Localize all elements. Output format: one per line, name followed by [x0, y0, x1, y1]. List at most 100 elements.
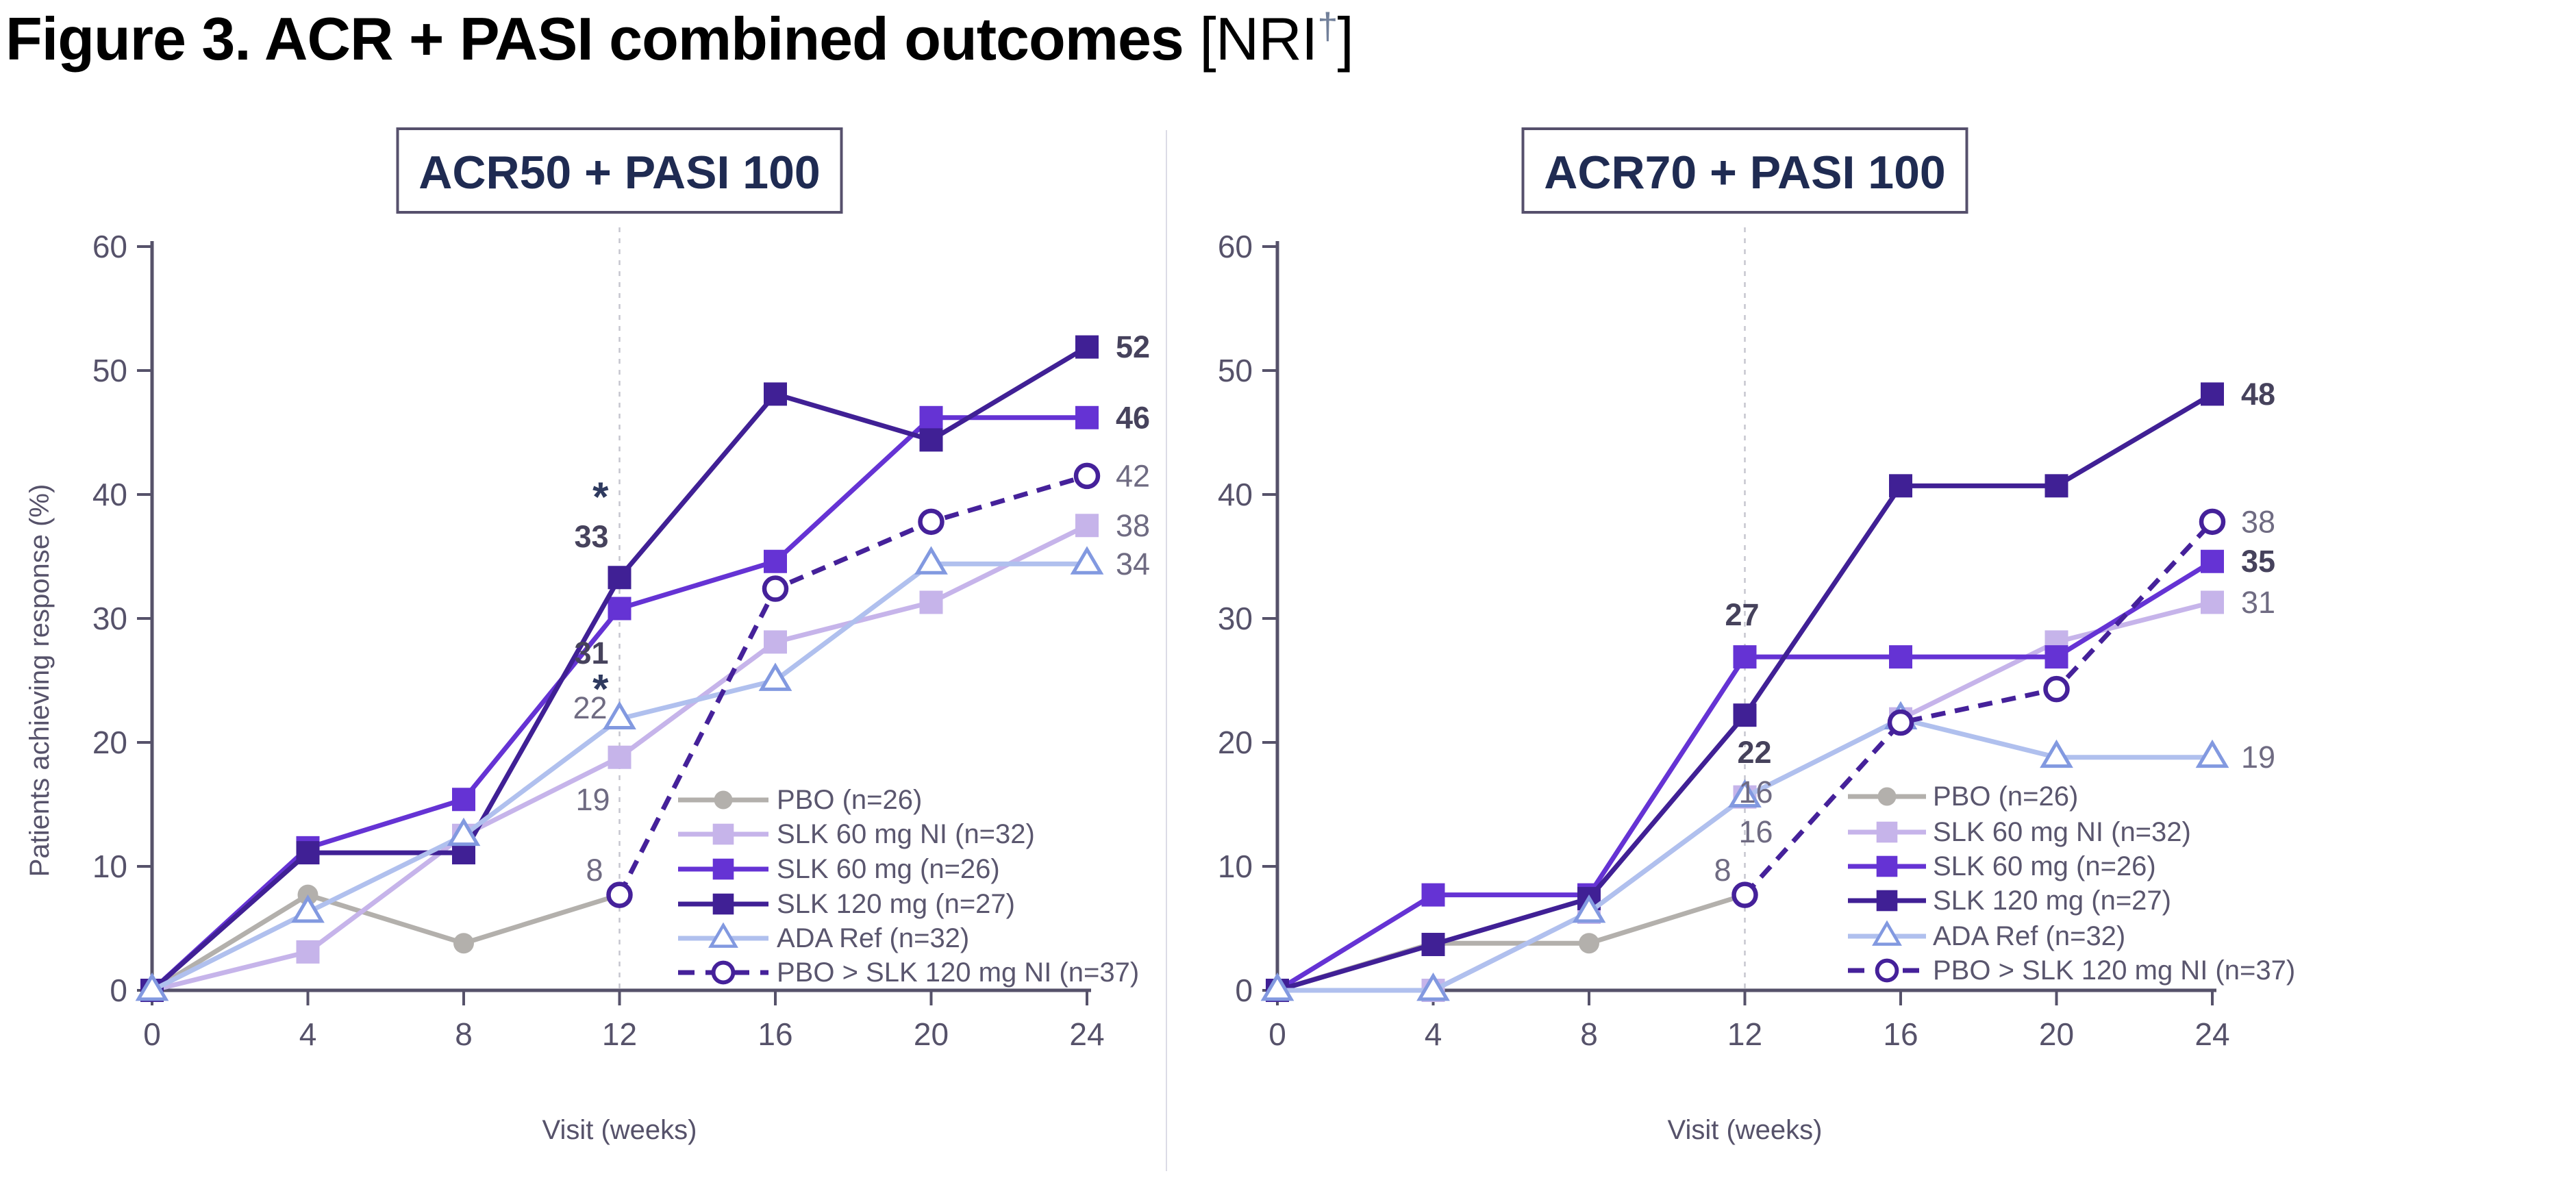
value-label: 19 — [2241, 740, 2275, 775]
significance-asterisk: * — [592, 474, 609, 520]
value-label: 16 — [1738, 814, 1773, 849]
data-point-pbo — [453, 933, 474, 954]
data-point-ada — [758, 662, 792, 691]
legend-marker-open-circle-icon — [1875, 958, 1899, 983]
series-line-pbo — [1276, 892, 1746, 993]
legend-label: SLK 120 mg (n=27) — [777, 889, 1015, 919]
data-point-ada — [914, 546, 948, 575]
series-pbo — [142, 884, 630, 1001]
data-point-pbo_slk120ni — [1887, 709, 1914, 736]
y-tick-label: 30 — [92, 601, 127, 636]
legend-marker-circle-icon — [1877, 787, 1897, 806]
legend-label: PBO (n=26) — [777, 785, 922, 815]
data-point-ada — [603, 701, 636, 730]
y-tick-label: 10 — [92, 849, 127, 884]
data-point-slk60 — [1889, 645, 1912, 669]
data-point-slk120 — [2201, 382, 2224, 406]
chart-title-border — [1521, 127, 1968, 214]
y-tick-label: 60 — [92, 229, 127, 264]
legend-label: SLK 60 mg NI (n=32) — [1933, 817, 2191, 847]
legend-label: SLK 120 mg (n=27) — [1933, 886, 2171, 916]
data-point-slk60ni — [1075, 514, 1099, 538]
data-point-slk120 — [296, 841, 320, 865]
legend-item-pbo: PBO (n=26) — [678, 785, 922, 815]
x-tick-label: 8 — [455, 1016, 473, 1052]
legend-item-slk120: SLK 120 mg (n=27) — [1848, 886, 2171, 916]
legend-label: PBO > SLK 120 mg NI (n=37) — [1933, 955, 2295, 986]
legend-label: ADA Ref (n=32) — [777, 923, 969, 953]
legend-label: PBO (n=26) — [1933, 781, 2078, 812]
data-point-slk120 — [1075, 335, 1099, 359]
significance-asterisk: * — [592, 666, 609, 712]
data-point-ada — [135, 972, 169, 1001]
legend-marker-square-icon — [712, 858, 734, 880]
data-point-ada — [1572, 894, 1606, 923]
data-point-ada — [1728, 779, 1762, 808]
legend-item-slk60ni: SLK 60 mg NI (n=32) — [678, 819, 1035, 849]
legend-label: ADA Ref (n=32) — [1933, 921, 2125, 951]
value-label: 33 — [574, 519, 608, 554]
data-point-slk60 — [919, 405, 943, 429]
series-slk120 — [140, 335, 1099, 1002]
legend-label: PBO > SLK 120 mg NI (n=37) — [777, 957, 1139, 988]
x-tick-label: 4 — [299, 1016, 317, 1052]
value-label: 34 — [1116, 547, 1150, 581]
legend-item-pbo: PBO (n=26) — [1848, 781, 2078, 812]
data-point-pbo_slk120ni — [2199, 508, 2226, 536]
data-point-slk60ni — [764, 630, 787, 654]
data-point-pbo_slk120ni — [606, 881, 633, 908]
value-label: 31 — [574, 636, 608, 671]
series-ada — [1260, 701, 2229, 1001]
y-tick-label: 40 — [1218, 477, 1253, 512]
legend-marker-square-icon — [712, 893, 734, 915]
legend-label: SLK 60 mg (n=26) — [777, 854, 1000, 884]
data-point-slk60 — [608, 597, 632, 621]
data-point-slk60 — [1075, 405, 1099, 429]
legend-item-ada: ADA Ref (n=32) — [678, 922, 969, 953]
figure-title-bracket-open: [NRI — [1183, 5, 1318, 73]
y-tick-label: 20 — [92, 725, 127, 760]
y-tick-label: 0 — [1235, 973, 1253, 1008]
data-point-slk120 — [1733, 703, 1757, 727]
value-label: 42 — [1116, 458, 1150, 493]
legend-item-ada: ADA Ref (n=32) — [1848, 920, 2125, 951]
axes: 0 10 20 30 40 50 60 0 4 8 12 16 20 24 Visit (weeks) Pat… — [25, 229, 1105, 1145]
legend-marker-triangle-icon — [1872, 920, 1902, 946]
legend-marker-triangle-icon — [708, 922, 738, 948]
legend-item-slk120: SLK 120 mg (n=27) — [678, 889, 1015, 919]
x-tick-label: 12 — [602, 1016, 637, 1052]
data-point-pbo_slk120ni — [2043, 675, 2070, 703]
chart-title: ACR50 + PASI 100 — [418, 147, 820, 199]
data-point-slk60 — [2201, 549, 2224, 573]
value-label: 35 — [2241, 544, 2275, 579]
legend-item-slk60ni: SLK 60 mg NI (n=32) — [1848, 817, 2191, 847]
data-point-slk60ni — [296, 940, 320, 964]
y-tick-label: 50 — [1218, 353, 1253, 388]
series-ada — [135, 546, 1104, 1001]
legend-marker-open-circle-icon — [711, 960, 736, 985]
x-tick-label: 20 — [914, 1016, 949, 1052]
data-point-slk60 — [1733, 645, 1757, 669]
legend: PBO (n=26) SLK 60 mg NI (n=32) SLK 60 mg (… — [678, 785, 1139, 988]
y-tick-label: 20 — [1218, 725, 1253, 760]
data-point-slk120 — [1889, 474, 1912, 498]
value-label: 52 — [1116, 329, 1150, 364]
data-point-slk60ni — [608, 745, 632, 769]
acr50-pasi100-panel: 0 10 20 30 40 50 60 0 4 8 12 16 20 24 Visit (weeks) Pat… — [25, 127, 1150, 1145]
data-point-ada — [1070, 546, 1104, 575]
data-point-ada — [2040, 739, 2073, 768]
legend-item-pbo_slk120ni: PBO > SLK 120 mg NI (n=37) — [678, 957, 1139, 988]
data-point-ada — [291, 894, 325, 923]
data-point-pbo_slk120ni — [1073, 462, 1101, 490]
chart-title-box: ACR70 + PASI 100 — [1521, 127, 1968, 214]
y-axis-title: Patients achieving response (%) — [25, 484, 55, 877]
y-tick-label: 40 — [92, 477, 127, 512]
data-point-pbo — [1579, 933, 1599, 954]
data-point-slk120 — [764, 382, 787, 406]
data-point-pbo_slk120ni — [762, 575, 789, 602]
x-axis-title: Visit (weeks) — [542, 1115, 697, 1145]
data-point-slk120 — [2044, 474, 2068, 498]
